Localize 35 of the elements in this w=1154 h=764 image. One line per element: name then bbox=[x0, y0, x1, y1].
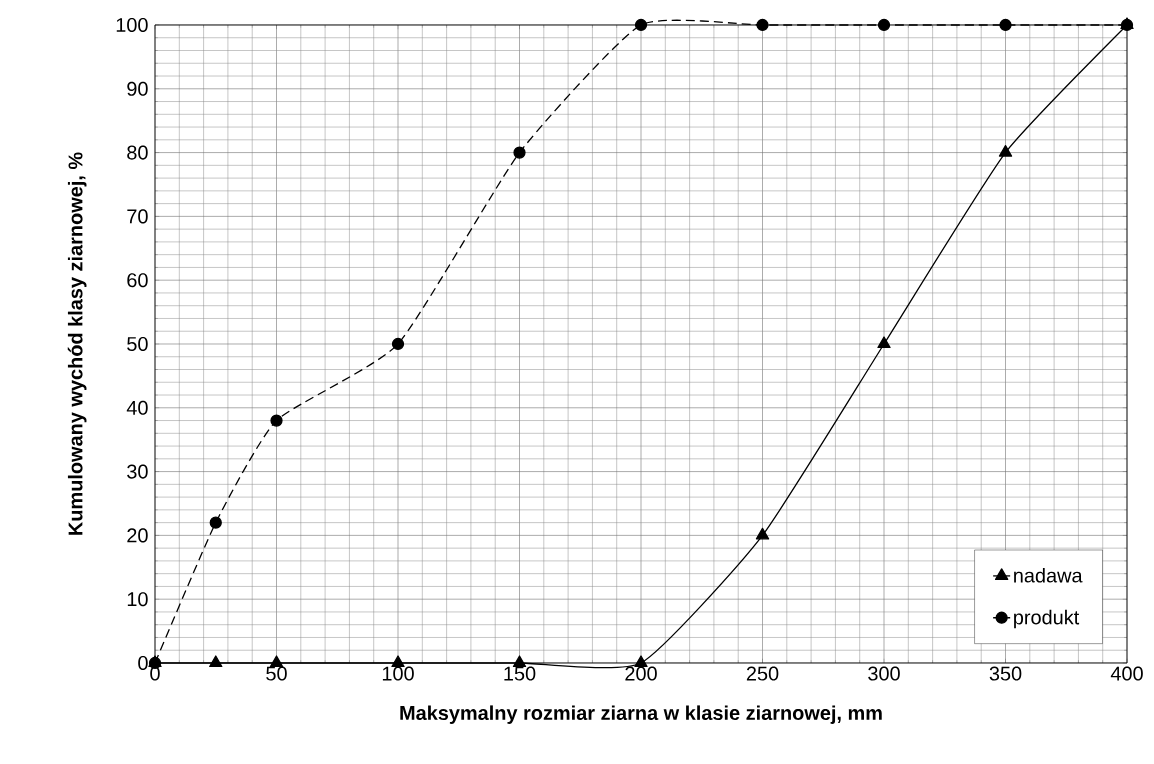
point bbox=[877, 18, 891, 32]
x-tick-label: 250 bbox=[746, 666, 779, 681]
point bbox=[391, 337, 405, 351]
point bbox=[513, 146, 526, 159]
y-tick-label: 60 bbox=[127, 273, 148, 288]
y-tick-label: 10 bbox=[127, 592, 148, 607]
point bbox=[270, 414, 283, 427]
point bbox=[756, 18, 769, 32]
point bbox=[877, 336, 891, 349]
y-tick-label: 40 bbox=[126, 400, 148, 415]
y-tick-label: 100 bbox=[116, 17, 148, 33]
point bbox=[999, 18, 1012, 32]
x-tick-label: 100 bbox=[382, 666, 414, 681]
y-axis-title: Kumulowany wychód klasy ziarnowej, % bbox=[67, 152, 87, 535]
y-tick-label: 90 bbox=[127, 81, 148, 96]
point bbox=[634, 18, 648, 32]
y-tick-label: 70 bbox=[127, 209, 148, 224]
point bbox=[209, 655, 223, 668]
x-tick-label: 200 bbox=[625, 666, 657, 681]
y-tick-label: 30 bbox=[127, 464, 148, 479]
y-tick-label: 80 bbox=[127, 145, 148, 160]
point bbox=[998, 144, 1013, 157]
x-tick-label: 400 bbox=[1110, 666, 1143, 681]
legend-label: produkt bbox=[1014, 609, 1080, 629]
x-axis-title: Maksymalny rozmiar ziarna w klasie ziarnowej, mm bbox=[400, 705, 882, 724]
legend-label: nadawa bbox=[1014, 567, 1083, 583]
y-tick-label: 0 bbox=[138, 655, 148, 671]
x-tick-label: 350 bbox=[989, 666, 1022, 681]
x-tick-label: 300 bbox=[868, 666, 900, 681]
point bbox=[209, 516, 222, 529]
y-tick-label: 20 bbox=[127, 528, 148, 543]
x-tick-label: 150 bbox=[504, 666, 536, 681]
y-tick-label: 50 bbox=[127, 336, 148, 352]
x-tick-label: 50 bbox=[266, 666, 287, 681]
point bbox=[755, 527, 770, 540]
